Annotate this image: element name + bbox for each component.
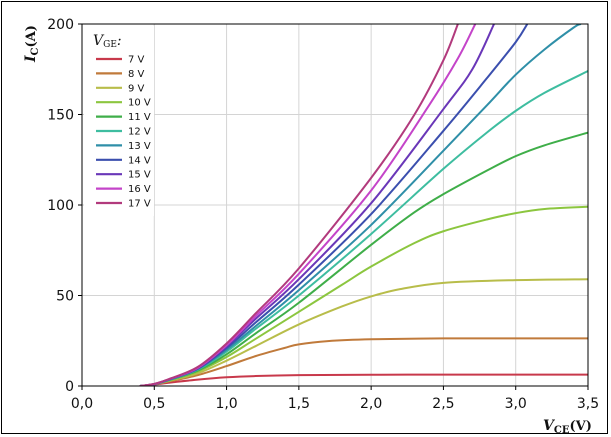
x-tick-label: 1,0 [215, 396, 237, 412]
legend-label-9v: 9 V [128, 83, 145, 94]
legend-label-7v: 7 V [128, 55, 145, 66]
y-axis-label-sub: C [30, 47, 41, 55]
legend-title-suffix: : [117, 33, 122, 49]
x-axis-label-main: V [543, 418, 556, 434]
x-tick-label: 2,5 [432, 396, 454, 412]
legend-label-11v: 11 V [128, 112, 151, 123]
legend-label-13v: 13 V [128, 141, 151, 152]
x-tick-label: 1,5 [288, 396, 310, 412]
x-axis-label-unit: (V) [569, 419, 591, 434]
y-tick-label: 50 [56, 289, 74, 305]
legend: VGE: 7 V 8 V 9 V 10 V 11 V 12 V 13 V 14 V 15 V 16… [84, 26, 154, 216]
tick-labels: 0,0 0,5 1,0 1,5 2,0 2,5 3,0 3,5 0 50 100 150 200 [47, 17, 599, 412]
legend-label-15v: 15 V [128, 170, 151, 181]
legend-label-12v: 12 V [128, 127, 151, 138]
x-tick-label: 3,0 [505, 396, 527, 412]
legend-label-8v: 8 V [128, 69, 145, 80]
series-line-11v [139, 131, 588, 386]
y-axis-label: IC(A) [23, 25, 41, 63]
x-axis-label: VCE(V) [543, 418, 592, 436]
series-line-17v [139, 24, 459, 386]
legend-title: VGE: [93, 33, 122, 50]
legend-items: 7 V 8 V 9 V 10 V 11 V 12 V 13 V 14 V 15 V 16 V 17 … [96, 55, 151, 210]
y-axis-label-unit: (A) [24, 25, 39, 47]
y-tick-label: 0 [65, 379, 74, 395]
legend-title-sub: GE [103, 40, 117, 50]
y-tick-label: 150 [47, 108, 74, 124]
x-tick-label: 2,0 [360, 396, 382, 412]
x-tick-label: 3,5 [577, 396, 599, 412]
series-group [139, 24, 588, 386]
series-line-7v [139, 373, 588, 386]
y-tick-label: 200 [47, 17, 74, 33]
legend-label-16v: 16 V [128, 184, 151, 195]
legend-label-17v: 17 V [128, 199, 151, 210]
x-tick-label: 0,5 [143, 396, 165, 412]
legend-label-14v: 14 V [128, 155, 151, 166]
x-axis-label-sub: CE [554, 425, 570, 436]
legend-background [84, 26, 154, 216]
x-tick-label: 0,0 [71, 396, 93, 412]
y-axis-label-main: I [23, 55, 39, 63]
legend-title-main: V [93, 33, 105, 49]
legend-label-10v: 10 V [128, 98, 151, 109]
y-tick-label: 100 [47, 198, 74, 214]
